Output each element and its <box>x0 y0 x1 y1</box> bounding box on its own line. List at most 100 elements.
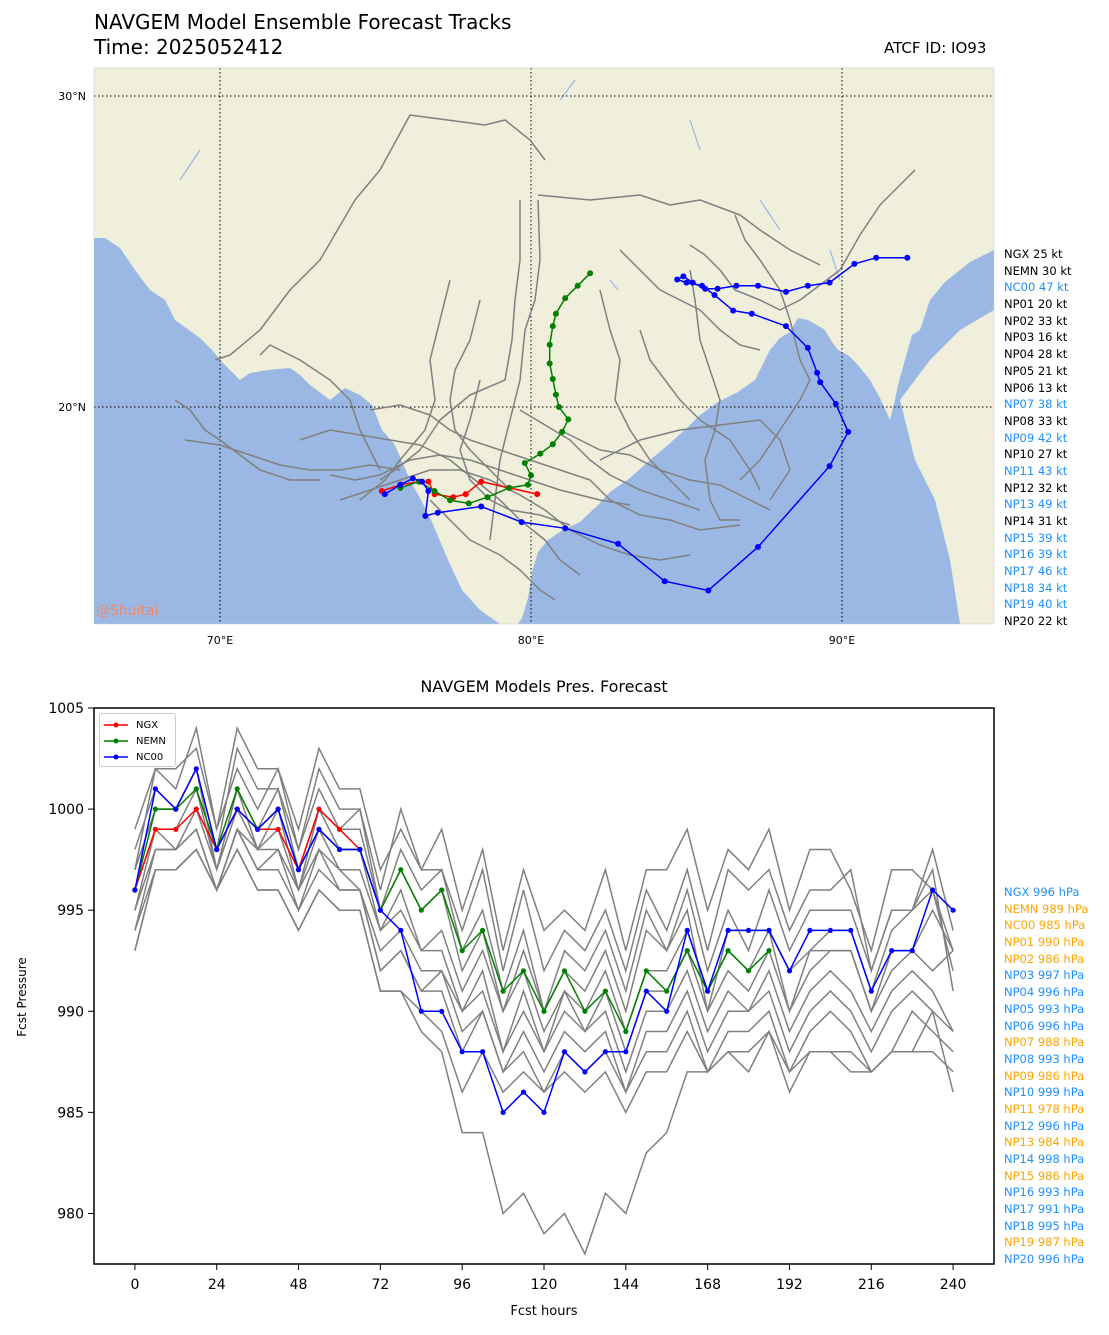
ensemble-track <box>519 409 701 511</box>
track-point <box>817 379 824 386</box>
x-tick-label: 0 <box>130 1277 139 1293</box>
intensity-legend-item: NP09 42 kt <box>1004 430 1068 445</box>
intensity-legend-item: NP02 33 kt <box>1004 313 1068 328</box>
track-point <box>397 481 404 488</box>
track-point <box>546 360 553 367</box>
series-point <box>234 806 240 812</box>
series-point <box>377 907 383 913</box>
x-tick-label: 24 <box>208 1277 226 1293</box>
model-pressure-series <box>132 766 956 1115</box>
series-point <box>255 826 261 832</box>
track-point <box>546 341 553 348</box>
series-point <box>745 968 752 974</box>
track-point <box>447 497 454 504</box>
track-ngx <box>381 480 538 498</box>
series-point <box>316 826 322 832</box>
series-point <box>357 846 363 853</box>
ensemble-pressure-line <box>134 847 954 1256</box>
map-title: NAVGEM Model Ensemble Forecast Tracks <box>94 10 512 34</box>
x-tick-label: 144 <box>612 1277 639 1293</box>
intensity-legend-item: NP10 27 kt <box>1004 447 1068 462</box>
ensemble-pressure-line <box>134 746 954 974</box>
series-point <box>664 988 670 994</box>
track-point <box>559 428 566 435</box>
track-point <box>537 450 544 457</box>
intensity-legend-item: NC00 47 kt <box>1004 280 1069 295</box>
ensemble-pressure-line <box>134 847 954 1115</box>
series-point <box>827 927 834 934</box>
intensity-legend-item: NP12 32 kt <box>1004 480 1068 495</box>
series-point <box>193 806 199 812</box>
track-point <box>804 282 811 289</box>
x-tick-label: 240 <box>940 1277 967 1293</box>
track-point <box>680 273 687 280</box>
track-point <box>748 310 755 317</box>
ensemble-track <box>214 114 411 361</box>
x-tick-label: 216 <box>858 1277 885 1293</box>
pressure-legend-item: NP19 987 hPa <box>1004 1235 1085 1250</box>
track-point <box>565 416 572 423</box>
series-point <box>725 927 731 934</box>
series-point <box>664 1008 670 1014</box>
ensemble-track <box>459 379 571 526</box>
x-tick-label: 192 <box>776 1277 803 1293</box>
pressure-legend-item: NP04 996 hPa <box>1004 985 1085 1000</box>
series-point <box>480 1049 486 1055</box>
series-point <box>500 988 506 994</box>
track-point <box>755 282 761 289</box>
pressure-legend-item: NP02 986 hPa <box>1004 951 1085 966</box>
track-point <box>431 488 438 494</box>
series-point <box>398 867 404 873</box>
ensemble-pressure-line <box>134 807 954 1055</box>
track-map: 30°N 20°N 70°E 80°E 90°E <box>58 67 995 647</box>
pressure-legend-item: NP01 990 hPa <box>1004 935 1085 950</box>
intensity-legend-item: NP17 46 kt <box>1004 564 1068 579</box>
series-point <box>357 846 363 853</box>
pressure-legend-item: NP20 996 hPa <box>1004 1252 1085 1267</box>
legend-swatch <box>104 738 128 744</box>
track-point <box>552 310 559 317</box>
series-point <box>643 968 649 974</box>
series-point <box>152 806 158 812</box>
track-point <box>484 494 491 501</box>
series-point <box>602 1049 609 1055</box>
pressure-legend-item: NP10 999 hPa <box>1004 1085 1085 1100</box>
series-point <box>295 867 302 873</box>
pressure-legend-item: NP03 997 hPa <box>1004 968 1085 983</box>
ensemble-pressure-lines <box>134 725 954 1256</box>
map-axis-labels: 30°N 20°N 70°E 80°E 90°E <box>58 90 855 647</box>
intensity-legend-item: NP11 43 kt <box>1004 463 1068 478</box>
track-point <box>689 279 696 286</box>
series-point <box>295 867 302 873</box>
series-point <box>173 826 179 832</box>
track-point <box>587 270 594 277</box>
series-point <box>173 806 179 812</box>
intensity-legend-item: NP19 40 kt <box>1004 597 1068 612</box>
legend-entry-nemn: NEMN <box>104 734 166 748</box>
track-point <box>705 587 712 594</box>
series-point <box>214 846 220 853</box>
chart-frame <box>93 707 995 1265</box>
series-point <box>541 1109 547 1115</box>
pressure-legend-item: NP06 996 hPa <box>1004 1018 1085 1033</box>
lon-label: 90°E <box>829 634 855 647</box>
legend-label: NC00 <box>136 751 164 763</box>
legend-label: NGX <box>136 719 159 731</box>
ensemble-track <box>537 194 821 266</box>
track-point <box>562 295 569 302</box>
series-point <box>418 1008 424 1014</box>
series-point <box>234 806 240 812</box>
river-lines <box>179 79 841 561</box>
series-point <box>336 846 343 853</box>
track-point <box>518 519 525 526</box>
series-point <box>643 988 649 994</box>
track-point <box>381 491 388 498</box>
series-point <box>950 907 956 913</box>
series-point <box>357 846 363 853</box>
series-point <box>255 826 261 832</box>
x-tick-label: 72 <box>371 1277 389 1293</box>
track-point <box>574 282 581 289</box>
track-point <box>549 323 556 330</box>
series-point <box>295 867 302 873</box>
track-point <box>422 512 429 519</box>
